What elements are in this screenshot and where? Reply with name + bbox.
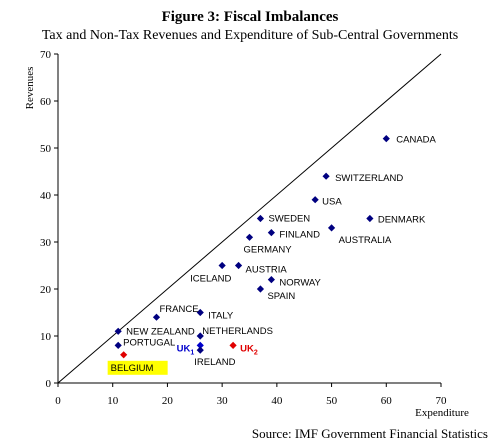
data-point-usa [311, 196, 319, 204]
point-label-iceland: ICELAND [190, 274, 231, 285]
belgium-highlight [107, 360, 168, 375]
x-tick-label: 60 [381, 395, 393, 407]
y-tick-label: 50 [40, 143, 52, 155]
point-label-uk2: UK2 [240, 343, 258, 356]
x-tick-label: 10 [107, 395, 119, 407]
point-label-norway: NORWAY [279, 278, 321, 289]
data-point-italy [196, 308, 204, 317]
data-points [114, 135, 390, 359]
point-label-finland: FINLAND [279, 230, 320, 241]
data-point-denmark [366, 214, 374, 223]
data-point-belgium [120, 351, 128, 359]
data-point-spain [256, 285, 265, 293]
point-label-austria: AUSTRIA [246, 265, 288, 276]
reference-line [57, 53, 442, 384]
data-point-uk2 [229, 341, 237, 349]
point-label-switzerland: SWITZERLAND [335, 173, 403, 184]
point-label-new-zealand: NEW ZEALAND [126, 326, 195, 337]
chart-title: Figure 3: Fiscal Imbalances [161, 9, 339, 25]
data-point-france [152, 313, 161, 321]
data-point-sweden [256, 214, 265, 223]
data-point-germany [245, 233, 254, 241]
point-label-belgium: BELGIUM [111, 363, 154, 374]
point-label-italy: ITALY [208, 311, 234, 322]
point-label-netherlands: NETHERLANDS [202, 326, 273, 337]
y-tick-label: 70 [40, 49, 52, 61]
y-tick-label: 10 [40, 331, 52, 343]
x-tick-label: 0 [55, 395, 61, 407]
point-label-canada: CANADA [396, 135, 436, 146]
point-label-usa: USA [322, 197, 342, 208]
diagonal-line [57, 53, 442, 384]
data-point-uk1 [196, 341, 204, 349]
point-label-uk1: UK1 [177, 343, 195, 356]
x-tick-label: 30 [217, 395, 229, 407]
point-label-denmark: DENMARK [378, 215, 426, 226]
y-tick-label: 30 [40, 237, 52, 249]
point-label-germany: GERMANY [244, 244, 293, 255]
data-point-netherlands [196, 332, 204, 340]
point-label-spain: SPAIN [267, 291, 295, 302]
data-point-austria [234, 261, 243, 270]
y-tick-label: 0 [46, 378, 52, 390]
data-point-portugal [114, 341, 122, 349]
x-tick-label: 50 [326, 395, 338, 407]
data-point-norway [267, 276, 275, 284]
x-tick-label: 20 [162, 395, 174, 407]
x-tick-label: 40 [271, 395, 283, 407]
data-point-canada [382, 135, 390, 143]
y-tick-label: 60 [40, 96, 52, 108]
point-label-ireland: IRELAND [194, 357, 235, 368]
x-axis-label: Expenditure [415, 407, 469, 419]
data-point-finland [267, 229, 275, 237]
point-label-australia: AUSTRALIA [339, 235, 392, 246]
data-point-australia [327, 224, 336, 232]
x-tick-label: 70 [436, 395, 448, 407]
y-axis-label: Revenues [24, 67, 36, 110]
data-point-new-zealand [114, 327, 122, 335]
point-labels: CANADA SWITZERLAND USA DENMARK SWEDEN AUSTRAL… [107, 135, 437, 375]
chart-subtitle: Tax and Non-Tax Revenues and Expenditure… [41, 28, 459, 43]
y-tick-label: 40 [40, 190, 52, 202]
y-tick-label: 20 [40, 284, 52, 296]
source-note: Source: IMF Government Financial Statist… [251, 426, 488, 441]
data-point-ireland [196, 346, 204, 354]
data-point-switzerland [322, 172, 330, 180]
point-label-sweden: SWEDEN [268, 214, 310, 225]
data-point-iceland [218, 261, 226, 270]
point-label-portugal: PORTUGAL [123, 337, 175, 348]
axes: 0 10 20 30 40 50 60 70 0 10 20 30 40 50 60 70 [40, 49, 447, 407]
point-label-france: FRANCE [159, 304, 198, 315]
